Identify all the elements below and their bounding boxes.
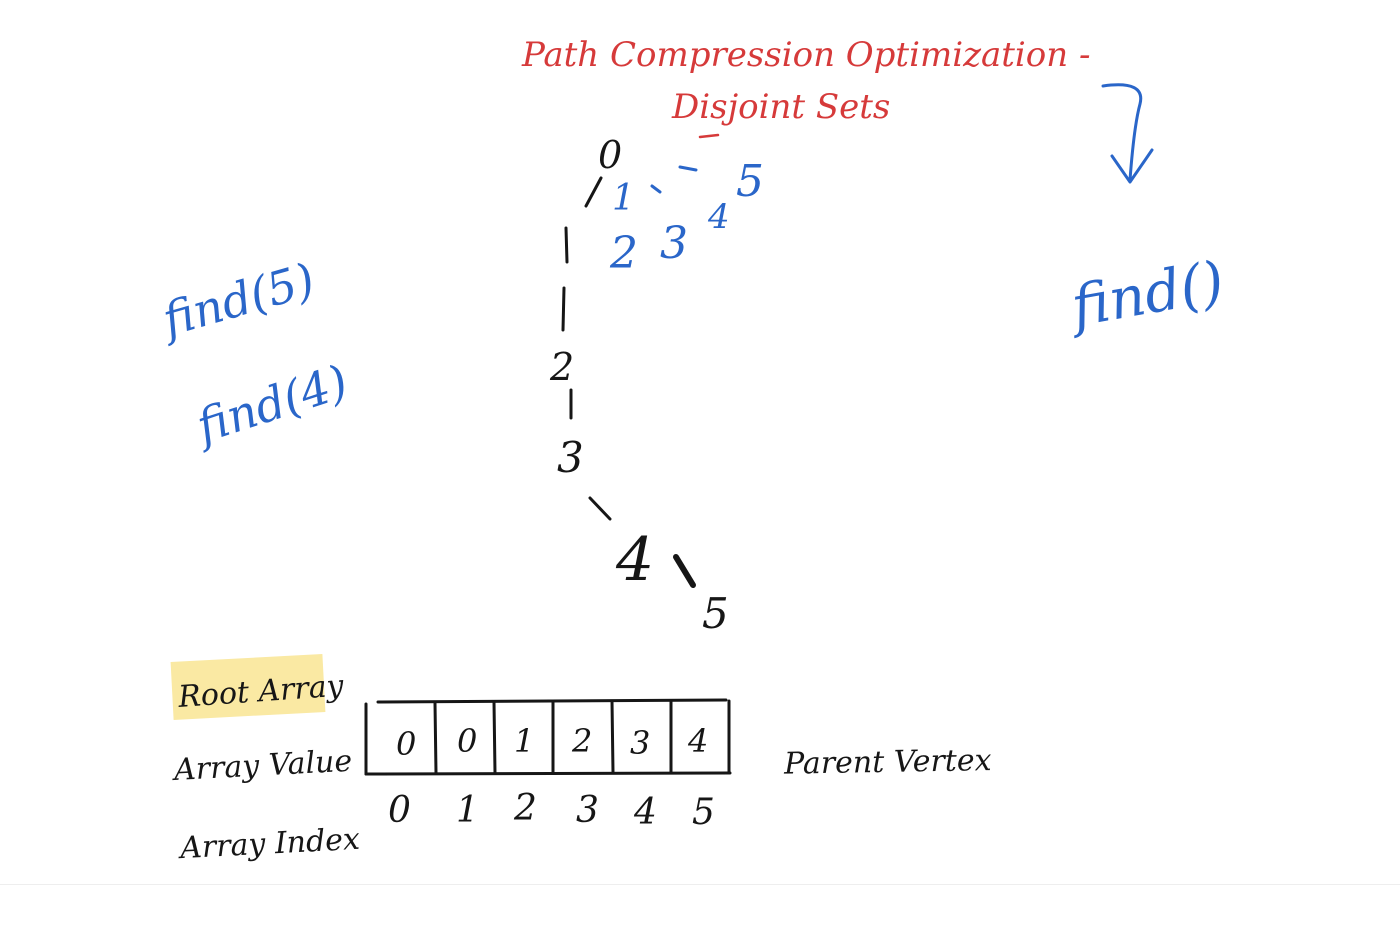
compressed-node-3: 3 <box>660 218 688 269</box>
array-divider <box>433 701 438 775</box>
array-bottom-border <box>364 771 732 776</box>
array-value-cell: 2 <box>571 722 592 760</box>
compressed-node-4: 4 <box>707 197 730 237</box>
curved-arrow-icon <box>1101 83 1143 182</box>
tree-edge-3-4 <box>588 496 612 521</box>
title-underline-mark <box>698 133 720 139</box>
tree-edge-upper-2 <box>561 286 566 332</box>
diagram-canvas: Path Compression Optimization - Disjoint… <box>154 35 1229 867</box>
array-divider <box>610 699 615 774</box>
root-array-grid <box>364 698 732 776</box>
tree-node-5: 5 <box>702 589 729 638</box>
compressed-mark-b <box>678 165 698 172</box>
tree-node-3: 3 <box>557 433 584 482</box>
compressed-node-1: 1 <box>612 178 635 219</box>
tree-node-4: 4 <box>615 525 654 595</box>
array-divider <box>492 700 497 775</box>
array-value-cell: 0 <box>457 722 477 760</box>
find-call-5-group: find(5) <box>154 252 321 347</box>
array-index-label: Array Index <box>176 822 360 867</box>
tree-edge-upper-1 <box>564 226 569 264</box>
find-call-4: find(4) <box>187 354 354 454</box>
find-call-5: find(5) <box>154 252 321 347</box>
array-value-cell: 0 <box>396 725 416 763</box>
arrowhead-icon <box>1110 148 1154 184</box>
compressed-mark-a <box>650 184 662 194</box>
tree-node-0: 0 <box>598 133 622 177</box>
array-index-cell: 1 <box>456 790 479 831</box>
find-call-empty: find() <box>1063 249 1229 340</box>
title-line-1: Path Compression Optimization - <box>521 35 1090 75</box>
array-index-cell: 0 <box>388 790 411 831</box>
array-value-label: Array Value <box>170 744 353 788</box>
tree-edge-0-1 <box>584 176 603 208</box>
whiteboard: Path Compression Optimization - Disjoint… <box>153 35 1229 867</box>
array-index-cell: 2 <box>513 788 537 829</box>
compressed-node-2: 2 <box>609 228 638 279</box>
find-call-4-group: find(4) <box>187 354 354 454</box>
bottom-divider <box>0 884 1400 885</box>
array-index-cell: 3 <box>576 790 599 831</box>
array-value-cell: 4 <box>687 722 708 760</box>
tree-edge-4-5 <box>673 554 696 588</box>
array-index-cell: 4 <box>633 792 657 833</box>
title-line-2: Disjoint Sets <box>671 87 890 127</box>
array-value-cell: 1 <box>514 722 534 760</box>
parent-vertex-label: Parent Vertex <box>783 743 992 782</box>
array-value-cell: 3 <box>630 724 650 762</box>
find-call-empty-group: find() <box>1063 249 1229 340</box>
compressed-node-5: 5 <box>736 156 764 207</box>
root-array-highlight <box>170 654 326 720</box>
array-index-cell: 5 <box>692 792 715 833</box>
tree-node-2: 2 <box>549 345 574 389</box>
